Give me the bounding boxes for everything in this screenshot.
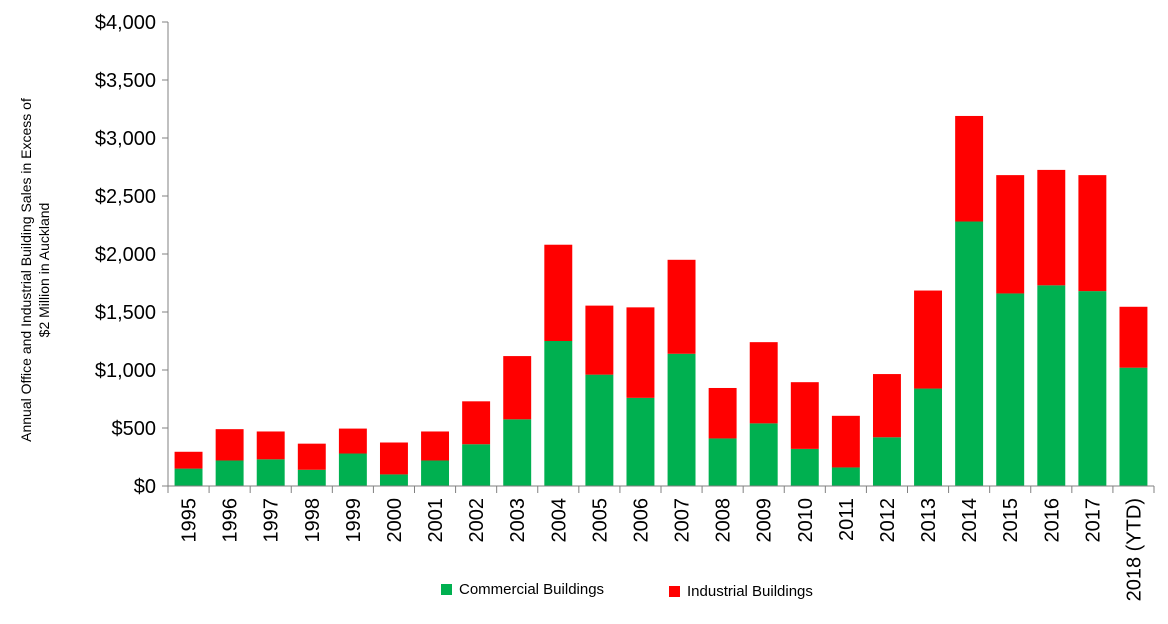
bar-industrial [174, 451, 203, 469]
bar-commercial [955, 221, 984, 486]
bar-industrial [955, 115, 984, 222]
bar-industrial [379, 442, 408, 475]
bar-commercial [708, 438, 737, 486]
bar-industrial [1078, 175, 1107, 292]
bar-commercial [297, 469, 326, 486]
bar-commercial [379, 474, 408, 486]
bar-commercial [1119, 367, 1148, 486]
bar-industrial [503, 356, 532, 420]
x-tick-label: 2016 [1041, 498, 1063, 543]
x-axis: 1995 1996 1997 1998 1999 2000 2001 2002 2003 2004… [167, 485, 1155, 601]
x-tick-label: 2002 [466, 498, 488, 543]
x-tick-label: 2000 [384, 498, 406, 543]
y-tick-label: $500 [112, 418, 157, 440]
y-axis: $0 $500 $1,000 $1,500 $2,000 $2,500 $3,000 $3,5… [95, 12, 169, 498]
bar-industrial [831, 415, 860, 468]
y-tick-label: $1,000 [95, 360, 156, 382]
x-tick-label: 2010 [795, 498, 817, 543]
x-tick-label: 1997 [261, 498, 283, 543]
bar-industrial [872, 374, 901, 438]
x-tick-label: 2013 [918, 498, 940, 543]
x-tick-label: 2014 [959, 498, 981, 543]
bar-commercial [585, 374, 614, 486]
bar-commercial [215, 460, 244, 486]
x-tick-label: 2011 [836, 498, 858, 541]
y-tick-label: $0 [134, 476, 156, 498]
bar-commercial [256, 459, 285, 486]
bar-commercial [462, 444, 491, 486]
bar-industrial [215, 429, 244, 461]
x-tick-label: 2005 [589, 498, 611, 543]
legend-label: Industrial Buildings [687, 583, 813, 600]
x-tick-label: 2003 [507, 498, 529, 543]
bar-industrial [914, 290, 943, 389]
y-axis-title-line-2: $2 Million in Auckland [36, 203, 52, 338]
x-tick-label: 2004 [548, 498, 570, 543]
x-tick-label: 2009 [754, 498, 776, 543]
bar-commercial [996, 293, 1025, 486]
y-tick-label: $2,000 [95, 244, 156, 266]
bar-industrial [585, 305, 614, 375]
x-tick-label: 2015 [1000, 498, 1022, 543]
y-tick-label: $1,500 [95, 302, 156, 324]
y-tick-label: $4,000 [95, 12, 156, 34]
x-tick-label: 1999 [343, 498, 365, 543]
bar-commercial [749, 423, 778, 486]
bar-commercial [174, 468, 203, 486]
bar-commercial [831, 467, 860, 486]
bar-commercial [503, 419, 532, 486]
legend: Commercial Buildings Industrial Buildings [441, 581, 813, 600]
legend-label: Commercial Buildings [459, 581, 604, 598]
x-tick-label: 1995 [179, 498, 201, 543]
bar-commercial [338, 453, 367, 486]
bar-commercial [544, 341, 573, 486]
legend-swatch [441, 584, 452, 595]
y-tick-label: $3,000 [95, 128, 156, 150]
y-tick-label: $3,500 [95, 70, 156, 92]
bar-industrial [790, 382, 819, 449]
bar-commercial [667, 353, 696, 486]
x-tick-label: 2018 (YTD) [1123, 498, 1145, 601]
bar-industrial [996, 175, 1025, 294]
x-tick-label: 2006 [630, 498, 652, 543]
y-axis-title-line-1: Annual Office and Industrial Building Sa… [18, 98, 34, 442]
bar-industrial [708, 387, 737, 439]
x-tick-label: 2001 [425, 498, 447, 543]
x-tick-label: 1996 [220, 498, 242, 543]
bar-industrial [1119, 306, 1148, 368]
bar-industrial [256, 431, 285, 460]
bar-commercial [421, 460, 450, 486]
bar-industrial [421, 431, 450, 461]
bar-commercial [626, 397, 655, 486]
legend-swatch [669, 586, 680, 597]
bar-commercial [914, 388, 943, 486]
bar-commercial [872, 437, 901, 486]
bar-industrial [1037, 169, 1066, 286]
bars [174, 115, 1148, 486]
bar-industrial [462, 401, 491, 445]
x-tick-label: 1998 [302, 498, 324, 543]
y-axis-title: Annual Office and Industrial Building Sa… [18, 98, 52, 442]
x-tick-label: 2017 [1082, 498, 1104, 543]
bar-industrial [667, 259, 696, 354]
x-tick-label: 2012 [877, 498, 899, 543]
x-tick-label: 2008 [713, 498, 735, 543]
bar-commercial [790, 448, 819, 486]
bar-industrial [544, 244, 573, 341]
bar-commercial [1078, 291, 1107, 486]
bar-industrial [297, 443, 326, 470]
bar-industrial [338, 428, 367, 454]
bar-industrial [626, 307, 655, 398]
x-tick-label: 2007 [672, 498, 694, 543]
bar-commercial [1037, 285, 1066, 486]
bar-industrial [749, 342, 778, 424]
y-tick-label: $2,500 [95, 186, 156, 208]
